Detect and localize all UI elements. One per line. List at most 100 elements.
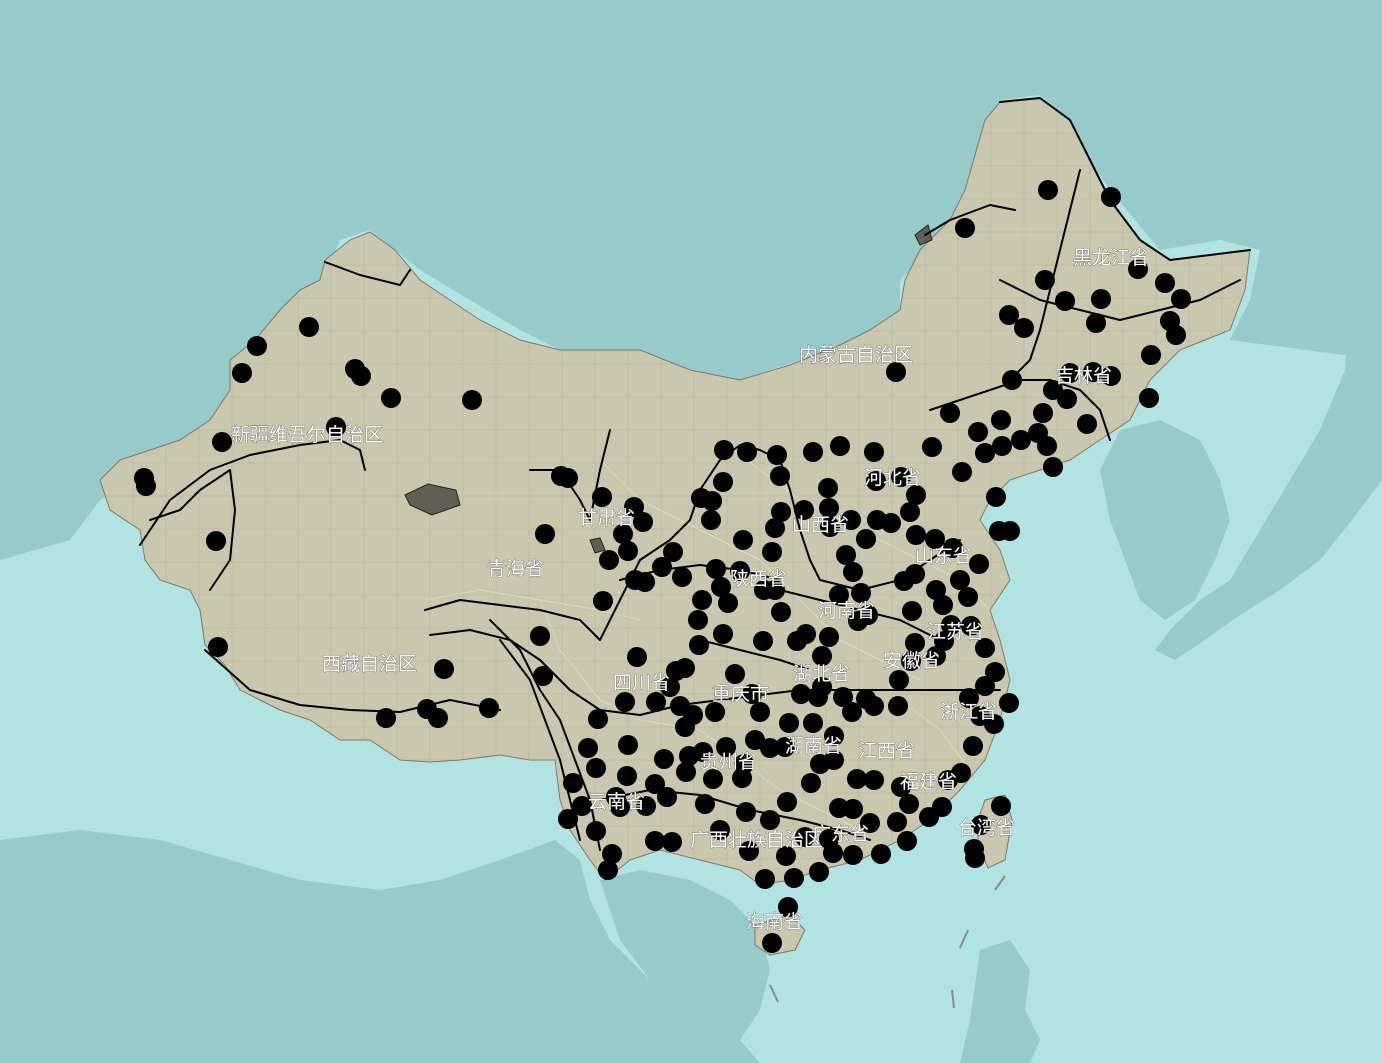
- city-marker: [968, 422, 988, 442]
- river-liao: [929, 379, 1111, 441]
- label-chongqing: 重庆市: [712, 683, 769, 705]
- city-marker: [1014, 318, 1034, 338]
- city-marker: [992, 436, 1012, 456]
- city-marker: [615, 692, 635, 712]
- korea-landmass: [1100, 420, 1230, 620]
- north-landmass: [0, 0, 1382, 560]
- city-marker: [462, 390, 482, 410]
- city-marker: [999, 693, 1019, 713]
- city-marker: [730, 561, 750, 581]
- city-marker: [971, 815, 991, 835]
- city-marker: [777, 792, 797, 812]
- city-marker: [737, 442, 757, 462]
- south-asia-landmass: [0, 830, 760, 1063]
- city-marker: [801, 773, 821, 793]
- city-marker: [926, 580, 946, 600]
- city-marker: [889, 670, 909, 690]
- city-marker: [984, 714, 1004, 734]
- city-marker: [955, 218, 975, 238]
- city-marker: [871, 844, 891, 864]
- city-marker: [1128, 259, 1148, 279]
- river-yarlung: [204, 649, 501, 713]
- label-hubei: 湖北省: [793, 663, 850, 685]
- city-marker: [710, 820, 730, 840]
- city-marker: [535, 524, 555, 544]
- city-marker: [299, 317, 319, 337]
- city-marker: [779, 713, 799, 733]
- city-marker: [808, 687, 828, 707]
- label-hunan: 湖南省: [785, 735, 842, 757]
- city-marker: [212, 432, 232, 452]
- city-marker: [713, 472, 733, 492]
- city-marker: [654, 749, 674, 769]
- city-marker: [999, 305, 1019, 325]
- city-marker: [864, 696, 884, 716]
- label-heilongjiang: 黑龙江省: [1073, 247, 1149, 269]
- dash-line-segments: [769, 875, 1006, 1009]
- city-marker: [718, 593, 738, 613]
- philippines-landmass: [960, 940, 1040, 1063]
- city-marker: [592, 487, 612, 507]
- city-marker: [1037, 436, 1057, 456]
- city-marker: [381, 388, 401, 408]
- city-marker: [765, 518, 785, 538]
- city-marker: [975, 443, 995, 463]
- city-marker: [887, 812, 907, 832]
- city-marker: [812, 646, 832, 666]
- city-marker: [830, 436, 850, 456]
- city-marker: [593, 591, 613, 611]
- city-marker: [965, 848, 985, 868]
- city-marker: [1139, 388, 1159, 408]
- city-marker: [906, 485, 926, 505]
- city-marker: [795, 827, 815, 847]
- city-marker: [824, 750, 844, 770]
- city-marker: [891, 467, 911, 487]
- city-marker: [1077, 414, 1097, 434]
- city-marker: [809, 862, 829, 882]
- city-marker: [736, 802, 756, 822]
- city-marker: [645, 774, 665, 794]
- city-marker: [725, 664, 745, 684]
- city-marker: [906, 525, 926, 545]
- city-marker: [894, 571, 914, 591]
- city-marker: [824, 726, 844, 746]
- city-marker: [791, 684, 811, 704]
- city-marker: [624, 497, 644, 517]
- label-shaanxi: 陕西省: [730, 568, 787, 590]
- city-marker: [1002, 370, 1022, 390]
- city-marker: [693, 742, 713, 762]
- city-marker: [991, 796, 1011, 816]
- city-marker: [933, 595, 953, 615]
- city-marker: [1057, 389, 1077, 409]
- city-marker: [1155, 273, 1175, 293]
- label-guizhou: 贵州省: [700, 751, 757, 773]
- china-landmass: [99, 97, 1251, 956]
- label-yunnan: 云南省: [588, 791, 645, 813]
- city-points: [134, 180, 1191, 953]
- label-sichuan: 四川省: [613, 672, 670, 694]
- city-marker: [765, 580, 785, 600]
- city-marker: [646, 692, 666, 712]
- city-marker: [864, 770, 884, 790]
- city-marker: [818, 478, 838, 498]
- city-marker: [771, 502, 791, 522]
- city-marker: [775, 737, 795, 757]
- river-ili: [149, 469, 236, 591]
- city-marker: [843, 562, 863, 582]
- city-marker: [925, 529, 945, 549]
- city-marker: [657, 787, 677, 807]
- city-marker: [1035, 270, 1055, 290]
- label-fujian: 福建省: [900, 771, 957, 793]
- city-marker: [691, 488, 711, 508]
- city-marker: [762, 542, 782, 562]
- city-marker: [578, 738, 598, 758]
- city-marker: [689, 635, 709, 655]
- city-marker: [714, 440, 734, 460]
- city-marker: [986, 487, 1006, 507]
- city-marker: [602, 844, 622, 864]
- city-marker: [1171, 289, 1191, 309]
- city-marker: [745, 730, 765, 750]
